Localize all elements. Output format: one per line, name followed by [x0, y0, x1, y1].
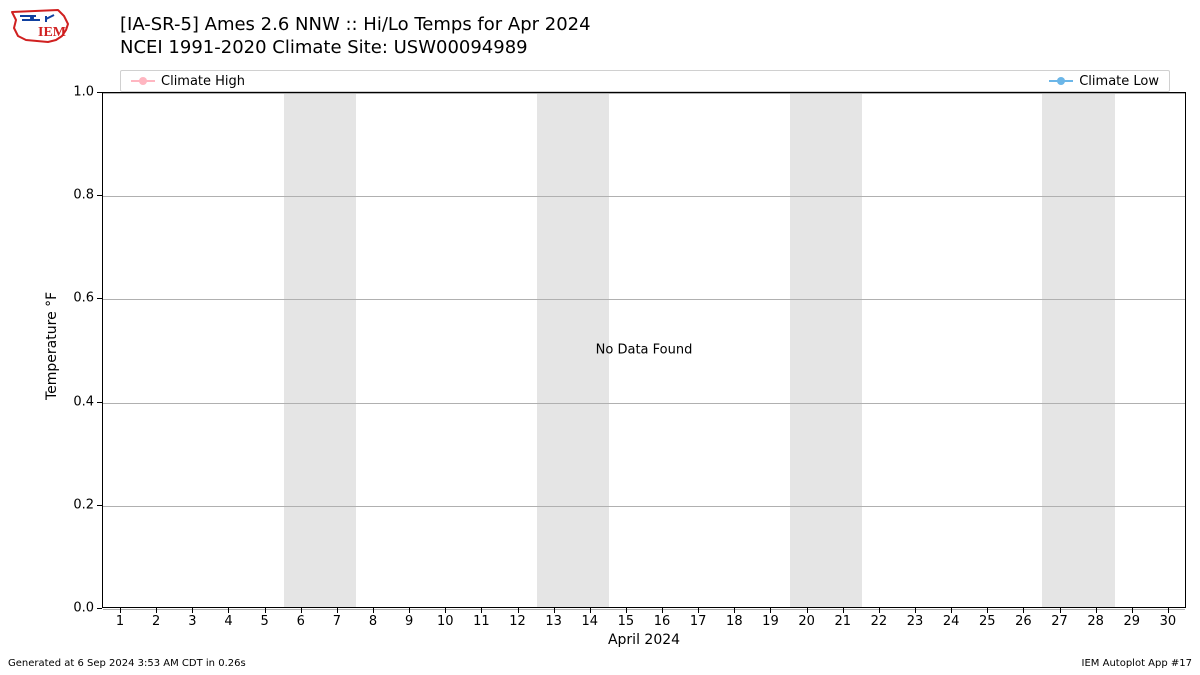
- x-tick-label: 5: [260, 614, 268, 629]
- x-tick: [807, 608, 808, 613]
- footer-app: IEM Autoplot App #17: [1082, 658, 1192, 669]
- no-data-text: No Data Found: [596, 343, 693, 358]
- iem-logo: IEM: [8, 6, 74, 52]
- x-tick: [698, 608, 699, 613]
- y-tick: [97, 608, 102, 609]
- x-tick: [662, 608, 663, 613]
- title-line-2: NCEI 1991-2020 Climate Site: USW00094989: [120, 37, 591, 60]
- x-tick-label: 30: [1160, 614, 1177, 629]
- x-tick-label: 27: [1051, 614, 1068, 629]
- x-tick: [1132, 608, 1133, 613]
- x-tick: [626, 608, 627, 613]
- y-tick: [97, 402, 102, 403]
- x-tick: [301, 608, 302, 613]
- x-tick: [445, 608, 446, 613]
- x-tick-label: 6: [297, 614, 305, 629]
- x-tick: [554, 608, 555, 613]
- y-tick-label: 0.2: [66, 497, 94, 512]
- x-tick-label: 12: [509, 614, 526, 629]
- legend: Climate High Climate Low: [120, 70, 1170, 92]
- x-tick-label: 19: [762, 614, 779, 629]
- x-tick: [120, 608, 121, 613]
- legend-item: Climate Low: [1049, 74, 1159, 89]
- title-line-1: [IA-SR-5] Ames 2.6 NNW :: Hi/Lo Temps fo…: [120, 14, 591, 37]
- x-tick-label: 24: [943, 614, 960, 629]
- x-tick-label: 8: [369, 614, 377, 629]
- x-tick-label: 28: [1087, 614, 1104, 629]
- gridline: [103, 299, 1185, 300]
- x-tick-label: 21: [834, 614, 851, 629]
- x-tick: [1060, 608, 1061, 613]
- x-tick-label: 9: [405, 614, 413, 629]
- x-tick: [1096, 608, 1097, 613]
- x-tick: [951, 608, 952, 613]
- x-tick: [265, 608, 266, 613]
- x-tick-label: 18: [726, 614, 743, 629]
- y-tick-label: 0.6: [66, 291, 94, 306]
- x-axis-label: April 2024: [608, 632, 680, 648]
- y-tick-label: 1.0: [66, 85, 94, 100]
- x-tick-label: 11: [473, 614, 490, 629]
- x-tick: [481, 608, 482, 613]
- x-tick: [192, 608, 193, 613]
- gridline: [103, 403, 1185, 404]
- x-tick: [409, 608, 410, 613]
- gridline: [103, 93, 1185, 94]
- x-tick-label: 15: [618, 614, 635, 629]
- iowa-outline-icon: IEM: [8, 6, 74, 48]
- x-tick: [734, 608, 735, 613]
- x-tick: [915, 608, 916, 613]
- x-tick-label: 29: [1124, 614, 1141, 629]
- x-tick-label: 16: [654, 614, 671, 629]
- y-tick-label: 0.4: [66, 394, 94, 409]
- x-tick-label: 26: [1015, 614, 1032, 629]
- x-tick: [337, 608, 338, 613]
- x-tick-label: 23: [907, 614, 924, 629]
- x-tick: [1023, 608, 1024, 613]
- x-tick-label: 1: [116, 614, 124, 629]
- x-tick-label: 10: [437, 614, 454, 629]
- x-tick: [879, 608, 880, 613]
- y-axis-label: Temperature °F: [44, 292, 60, 400]
- x-tick-label: 2: [152, 614, 160, 629]
- y-tick: [97, 195, 102, 196]
- x-tick: [156, 608, 157, 613]
- y-tick: [97, 92, 102, 93]
- x-tick-label: 20: [798, 614, 815, 629]
- y-tick: [97, 298, 102, 299]
- x-tick-label: 22: [871, 614, 888, 629]
- x-tick: [987, 608, 988, 613]
- logo-text: IEM: [38, 25, 66, 40]
- x-tick: [770, 608, 771, 613]
- y-tick-label: 0.0: [66, 601, 94, 616]
- x-tick-label: 13: [545, 614, 562, 629]
- x-tick-label: 4: [224, 614, 232, 629]
- weekend-band: [1042, 93, 1114, 607]
- legend-label: Climate Low: [1079, 74, 1159, 89]
- x-tick: [373, 608, 374, 613]
- x-tick: [518, 608, 519, 613]
- x-tick: [590, 608, 591, 613]
- x-tick-label: 7: [333, 614, 341, 629]
- chart-title: [IA-SR-5] Ames 2.6 NNW :: Hi/Lo Temps fo…: [120, 14, 591, 59]
- legend-marker-icon: [131, 75, 155, 87]
- x-tick: [1168, 608, 1169, 613]
- y-tick: [97, 505, 102, 506]
- legend-item: Climate High: [131, 74, 245, 89]
- weekend-band: [790, 93, 862, 607]
- legend-marker-icon: [1049, 75, 1073, 87]
- x-tick-label: 17: [690, 614, 707, 629]
- x-tick: [843, 608, 844, 613]
- legend-label: Climate High: [161, 74, 245, 89]
- footer-generated: Generated at 6 Sep 2024 3:53 AM CDT in 0…: [8, 658, 246, 669]
- x-tick: [228, 608, 229, 613]
- gridline: [103, 196, 1185, 197]
- x-tick-label: 25: [979, 614, 996, 629]
- gridline: [103, 506, 1185, 507]
- chart-page: { "logo": { "label": "IEM", "text_color"…: [0, 0, 1200, 675]
- weekend-band: [284, 93, 356, 607]
- y-tick-label: 0.8: [66, 188, 94, 203]
- x-tick-label: 3: [188, 614, 196, 629]
- x-tick-label: 14: [582, 614, 599, 629]
